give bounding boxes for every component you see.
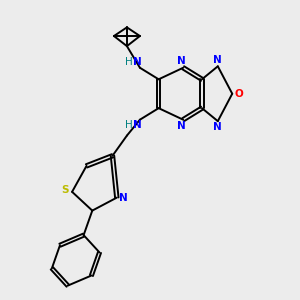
Text: N: N	[213, 122, 222, 133]
Text: N: N	[177, 121, 186, 131]
Text: N: N	[213, 55, 222, 65]
Text: N: N	[119, 193, 128, 202]
Text: N: N	[133, 57, 141, 67]
Text: S: S	[61, 185, 69, 195]
Text: N: N	[177, 56, 186, 66]
Text: O: O	[234, 89, 243, 99]
Text: H: H	[125, 121, 133, 130]
Text: N: N	[133, 121, 141, 130]
Text: H: H	[125, 57, 133, 67]
